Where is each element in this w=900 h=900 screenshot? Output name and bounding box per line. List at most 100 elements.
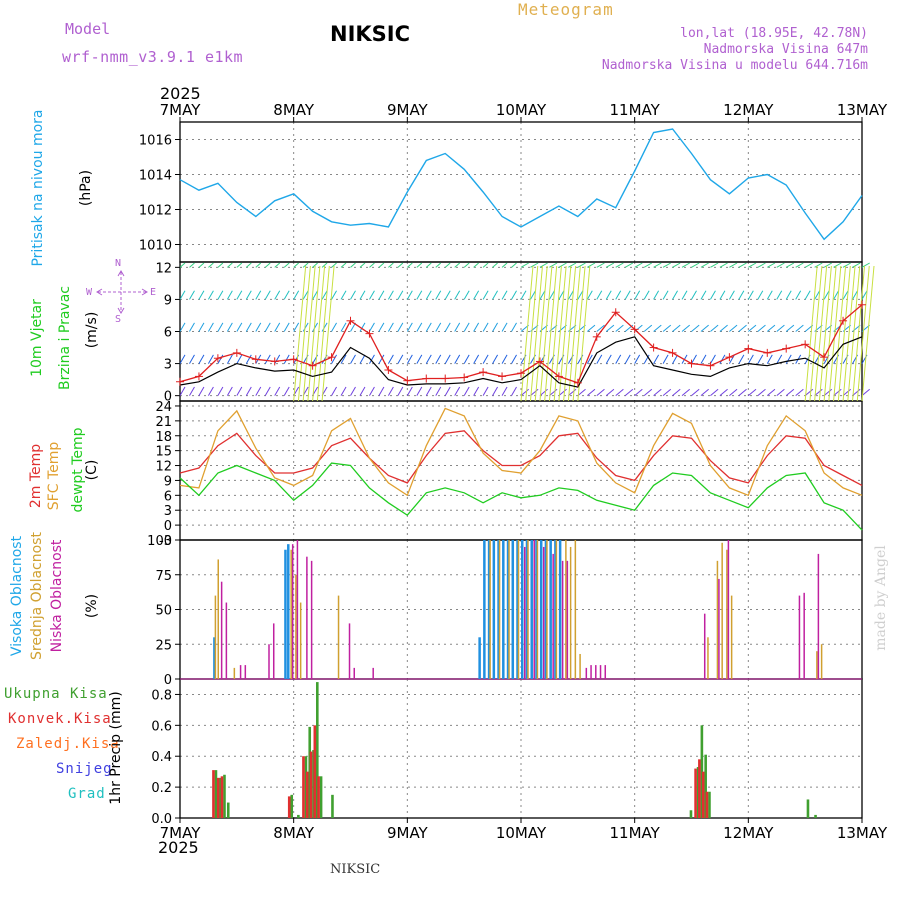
cloud-bar-1 (489, 540, 491, 679)
wind-strong-arrow (577, 265, 591, 402)
cloud-bar-1 (816, 651, 818, 679)
wind-arrow (795, 324, 804, 332)
wind-arrow (710, 388, 719, 397)
cloud-bar-2 (524, 546, 526, 679)
wind-arrow (217, 386, 224, 396)
precip-bar-1 (287, 796, 291, 818)
cloud-bar-0 (554, 540, 557, 679)
wind-arrow (833, 290, 840, 300)
wind-arrow (814, 290, 821, 300)
wind-arrow (359, 386, 366, 396)
wind-arrow (444, 262, 451, 268)
wind-arrow (492, 262, 498, 268)
wind-arrow (416, 354, 423, 364)
wind-arrow (766, 354, 773, 364)
wind-arrow (482, 290, 489, 300)
wind-arrow (634, 354, 641, 364)
wind-strong-arrow (529, 265, 543, 402)
wind-arrow (691, 290, 697, 300)
compass-s: S (115, 314, 122, 325)
x-tick-label-bottom: 9MAY (387, 824, 429, 842)
cloud-bar-1 (233, 667, 236, 679)
wind-arrow (804, 262, 814, 268)
wind-arrow (340, 322, 347, 332)
wind-arrow (416, 322, 423, 332)
wind-arrow (501, 290, 508, 300)
cloud-bar-2 (353, 667, 355, 679)
precip-ytick-label: 0.4 (151, 750, 172, 765)
x-tick-label-bottom: 13MAY (837, 824, 888, 842)
wind-arrow (605, 290, 612, 300)
wind-arrow (842, 290, 849, 300)
wind-ytick-label: 0 (164, 390, 172, 405)
x-tick-label-top: 7MAY (160, 101, 202, 119)
wind-arrow (378, 322, 385, 332)
wind-arrow (179, 262, 186, 268)
wind-arrow (700, 324, 709, 332)
cloud-ytick-label: 50 (155, 604, 172, 619)
cloud-bar-2 (817, 553, 820, 679)
precip-legend-hail: Grad (68, 786, 106, 802)
cloud-bar-0 (521, 540, 524, 679)
cloud-bar-1 (508, 540, 510, 679)
wind-strong-arrow (316, 265, 330, 402)
wind-arrow (482, 262, 489, 268)
pressure-ytick-label: 1010 (139, 239, 172, 254)
wind-arrow (264, 262, 271, 268)
wind-arrow (226, 322, 233, 332)
precip-bar-0 (316, 682, 319, 818)
wind-arrow (207, 354, 214, 364)
wind-arrow (492, 386, 499, 396)
wind-arrow (577, 262, 586, 268)
wind-arrow (710, 324, 719, 332)
wind-arrow (369, 290, 375, 300)
precip-bar-1 (305, 771, 309, 818)
cloud-bar-1 (707, 637, 709, 679)
wind-arrow (226, 386, 233, 396)
model-label: Model (65, 20, 111, 38)
cloud-bar-0 (284, 549, 287, 679)
wind-arrow (539, 262, 548, 268)
precip-frame (179, 678, 863, 819)
wind-arrow (236, 290, 243, 300)
wind-strong-arrow (856, 265, 870, 402)
wind-arrow (501, 386, 508, 396)
wind-strong-arrow (847, 265, 861, 402)
precip-bar-0 (290, 794, 294, 818)
wind-arrow (729, 388, 738, 397)
pressure-ytick-label: 1014 (139, 169, 172, 184)
wind-strong-arrow (307, 265, 321, 402)
wind-strong-arrow (563, 265, 577, 402)
cloud-bar-2 (552, 553, 554, 679)
wind-arrow (738, 324, 747, 332)
year-top: 2025 (160, 84, 201, 103)
x-tick-label-top: 12MAY (723, 101, 774, 119)
cloud-bar-2 (803, 592, 805, 679)
wind-arrow (435, 262, 442, 268)
wind-arrow (302, 262, 309, 268)
wind-arrow (416, 290, 423, 300)
precip-legend-snow: Snijeg (56, 761, 113, 777)
x-tick-label-bottom: 7MAY (160, 824, 202, 842)
wind-arrow (245, 322, 252, 332)
wind-arrow (729, 324, 738, 332)
wind-arrow (795, 290, 802, 300)
precip-bar-1 (705, 791, 709, 818)
wind-arrow (530, 262, 539, 268)
wind-arrow (274, 322, 281, 332)
wind-arrow (624, 262, 634, 268)
x-tick-label-bottom: 11MAY (610, 824, 661, 842)
wind-arrow (577, 290, 584, 300)
wind-arrow (482, 354, 489, 364)
elevation-label: Nadmorska Visina 647m (703, 42, 868, 57)
cloud-bar-2 (585, 667, 588, 679)
temperature-frame (179, 400, 863, 541)
compass-rose: N W E S (86, 258, 156, 328)
wind-arrow (596, 290, 603, 300)
model-elevation-label: Nadmorska Visina u modelu 644.716m (601, 58, 868, 73)
wind-arrow (407, 262, 413, 268)
wind-arrow (643, 324, 653, 332)
wind-arrow (605, 324, 615, 332)
wind-ytick-label: 12 (155, 261, 172, 276)
cloud-bar-0 (487, 540, 491, 679)
